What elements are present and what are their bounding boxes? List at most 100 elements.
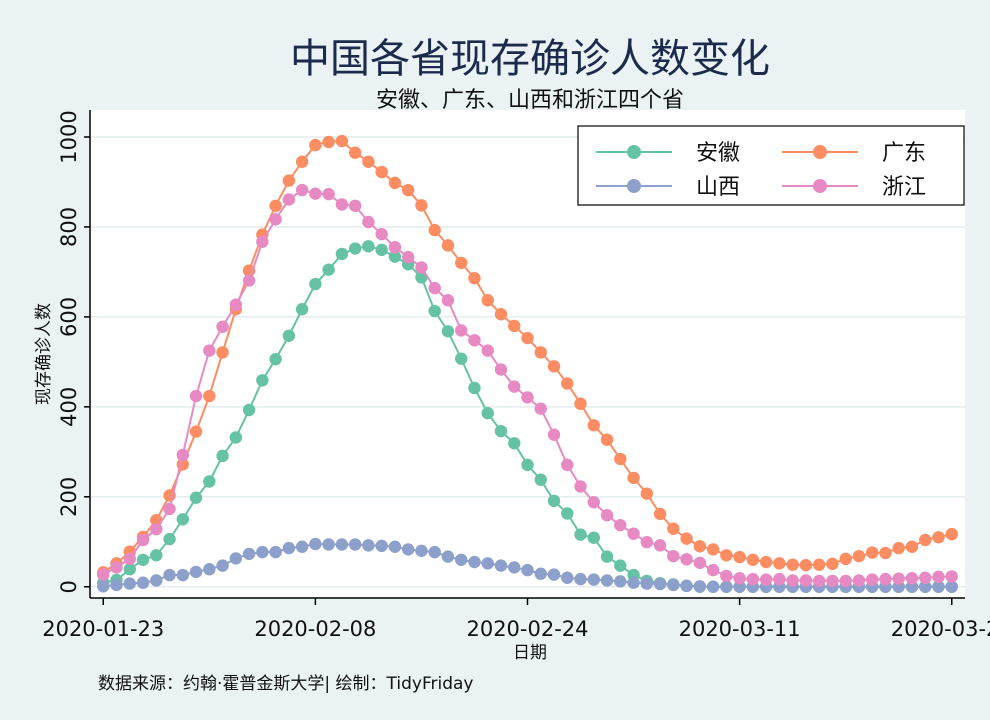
data-point [839, 552, 852, 566]
data-point [348, 242, 362, 255]
series-layer [97, 134, 958, 593]
data-point [415, 544, 428, 557]
data-point [455, 256, 468, 270]
data-point [932, 570, 945, 584]
data-point [441, 325, 455, 338]
data-point [653, 507, 667, 521]
data-point [163, 532, 176, 546]
y-axis-ticks: 0 200 400 600 800 1000 [57, 110, 90, 593]
data-point [295, 303, 309, 316]
legend-label: 山西 [696, 175, 740, 200]
data-point [97, 568, 110, 581]
data-point [653, 577, 667, 591]
data-point [746, 553, 760, 566]
data-point [600, 574, 614, 587]
data-point [706, 543, 720, 556]
data-point [653, 539, 667, 552]
data-point [295, 183, 309, 197]
data-point [136, 576, 150, 589]
data-point [600, 433, 614, 446]
data-point [786, 574, 799, 587]
data-point [415, 261, 428, 274]
data-point [561, 458, 574, 472]
data-point [455, 352, 468, 365]
data-point [945, 580, 958, 593]
data-point [375, 165, 388, 179]
y-axis-label: 现存确诊人数 [34, 303, 54, 405]
data-point [640, 536, 654, 549]
data-point [455, 324, 468, 337]
data-point [587, 531, 600, 544]
data-point [614, 452, 627, 466]
data-point [627, 527, 640, 540]
data-point [309, 187, 322, 200]
data-point [123, 552, 136, 566]
x-axis-ticks: 2020-01-23 2020-02-08 2020-02-24 2020-03-11… [42, 598, 990, 641]
data-point [614, 518, 627, 532]
data-point [561, 507, 574, 520]
data-point [547, 494, 561, 508]
data-point [852, 549, 866, 563]
data-point [919, 533, 932, 547]
legend-box [577, 125, 965, 206]
data-point [919, 571, 932, 584]
data-point [574, 528, 587, 541]
data-point [627, 576, 640, 589]
data-point [547, 428, 561, 441]
data-point [905, 580, 919, 593]
data-point [534, 402, 547, 415]
data-point [189, 491, 203, 504]
legend-marker [627, 145, 641, 159]
data-point [508, 319, 521, 333]
data-point [733, 572, 746, 585]
data-point [229, 552, 243, 565]
data-point [335, 247, 349, 261]
data-point [269, 199, 282, 212]
data-point [242, 547, 256, 561]
y-tick-label: 0 [57, 580, 81, 593]
data-point [335, 198, 349, 211]
data-point [256, 235, 269, 248]
data-point [574, 397, 587, 410]
data-point [97, 580, 110, 593]
data-point [428, 545, 441, 559]
data-point [693, 580, 707, 593]
data-point [680, 553, 693, 566]
data-point [362, 539, 375, 552]
data-point [163, 502, 176, 516]
data-point [574, 480, 587, 493]
data-point [932, 580, 945, 593]
data-point [773, 557, 786, 570]
data-point [203, 344, 216, 357]
data-point [189, 389, 203, 403]
data-point [574, 572, 587, 586]
data-point [866, 573, 879, 586]
data-point [547, 568, 561, 581]
data-point [110, 578, 123, 592]
data-point [375, 227, 388, 241]
series-4 [97, 183, 958, 588]
data-point [348, 146, 362, 159]
data-point [945, 570, 958, 583]
data-point [600, 509, 614, 522]
data-point [401, 183, 415, 197]
data-point [388, 250, 402, 263]
data-point [362, 155, 375, 168]
y-tick-label: 600 [57, 297, 81, 337]
data-point [309, 138, 322, 152]
chart-title: 中国各省现存确诊人数变化 [290, 36, 770, 82]
data-point [322, 538, 335, 551]
data-point [812, 558, 826, 571]
data-point [136, 553, 150, 566]
data-point [547, 360, 561, 373]
data-point [733, 580, 746, 593]
data-point [759, 555, 773, 569]
data-point [640, 577, 654, 590]
data-point [242, 274, 256, 287]
data-point [720, 549, 733, 562]
data-point [428, 223, 441, 237]
data-point [176, 513, 189, 526]
data-point [282, 329, 296, 342]
data-point [839, 574, 852, 588]
data-point [256, 545, 269, 559]
